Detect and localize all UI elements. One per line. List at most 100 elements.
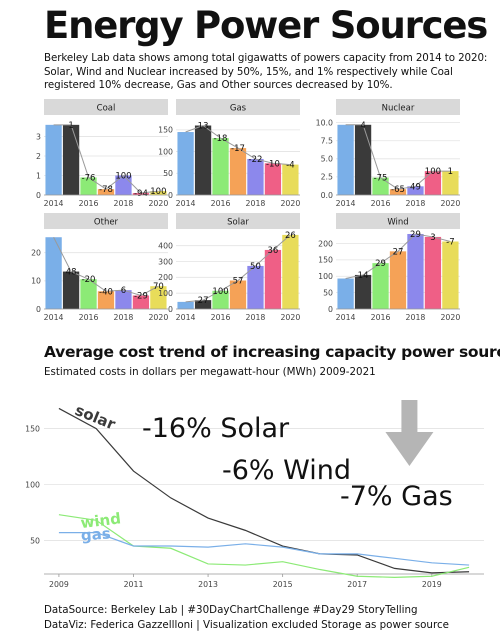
bar-2019 (264, 163, 282, 195)
y-tick-label: 3 (36, 132, 41, 141)
data-label: -29 (134, 291, 148, 301)
bar-2017 (229, 280, 247, 309)
y-tick-label: 300 (158, 257, 173, 266)
data-label: 36 (268, 246, 279, 256)
y-tick-label: 100 (158, 289, 173, 298)
bar-2016 (80, 177, 97, 195)
y-tick-label: 400 (158, 241, 173, 250)
bar-2018 (247, 158, 264, 195)
y-tick-label: 150 (318, 256, 333, 265)
trend-line (345, 124, 451, 190)
x-tick-label: 2018 (406, 199, 426, 208)
bar-2015 (354, 124, 372, 195)
data-label: -20 (82, 275, 96, 285)
x-tick-label: 2011 (124, 580, 144, 589)
y-tick-label: 50 (163, 169, 173, 178)
bar-2015 (194, 300, 212, 309)
data-label: 1 (448, 167, 453, 177)
y-tick-label: 100 (318, 272, 333, 281)
annotation-gas: -7% Gas (340, 481, 453, 512)
data-label: -40 (99, 287, 113, 297)
y-tick-label: 150 (158, 126, 173, 135)
y-tick-label: 200 (318, 239, 333, 248)
x-tick-label: 2014 (336, 199, 356, 208)
bar-2020 (442, 171, 459, 195)
line-chart-subtitle: Estimated costs in dollars per megawatt-… (44, 366, 376, 378)
x-tick-label: 2020 (280, 313, 300, 322)
bar-2018 (247, 265, 264, 309)
bar-2014 (45, 237, 62, 309)
bar-2019 (132, 193, 150, 195)
data-label: -78 (99, 185, 113, 195)
trend-line (53, 236, 159, 297)
bar-2020 (282, 164, 299, 195)
data-label: 3 (430, 233, 435, 243)
x-tick-label: 2018 (406, 313, 426, 322)
bar-2014 (337, 278, 354, 309)
bar-2016 (372, 263, 389, 309)
trend-line (185, 234, 291, 303)
bar-2020 (150, 286, 167, 309)
x-tick-label: 2020 (148, 199, 168, 208)
facet-strip (336, 213, 460, 229)
data-label: 1 (68, 121, 73, 131)
data-label: 14 (358, 271, 369, 281)
y-tick-label: 1 (36, 171, 41, 180)
y-tick-label: 0.0 (321, 191, 333, 200)
y-tick-label: 50 (323, 288, 333, 297)
bar-2016 (372, 177, 389, 195)
x-tick-label: 2018 (246, 313, 266, 322)
x-tick-label: 2014 (336, 313, 356, 322)
facet-title: Wind (387, 217, 408, 227)
data-label: 70 (153, 282, 164, 292)
page-subtitle: Berkeley Lab data shows among total giga… (44, 52, 488, 91)
series-label-wind: wind (80, 509, 122, 532)
x-tick-label: 2016 (79, 199, 99, 208)
bar-2014 (45, 124, 62, 195)
bar-2017 (389, 251, 407, 309)
bar-2015 (62, 124, 80, 195)
bar-2015 (62, 271, 80, 309)
x-tick-label: 2017 (347, 580, 367, 589)
trend-line (185, 124, 291, 166)
bar-2018 (115, 175, 132, 195)
bar-2017 (97, 189, 115, 195)
y-tick-label: 0 (36, 191, 41, 200)
facet-strip (336, 99, 460, 115)
facet-strip (176, 99, 300, 115)
bar-2014 (177, 132, 194, 195)
data-label: 100 (212, 287, 228, 297)
bar-2016 (80, 279, 97, 309)
x-tick-label: 2014 (176, 199, 196, 208)
x-tick-label: 2020 (148, 313, 168, 322)
x-tick-label: 2016 (211, 199, 231, 208)
facet-title: Solar (227, 217, 249, 227)
data-label: 6 (121, 286, 126, 296)
series-line-solar (58, 407, 470, 574)
x-tick-label: 2009 (49, 580, 69, 589)
data-label: 48 (66, 268, 77, 278)
data-label: 13 (198, 122, 209, 132)
x-tick-label: 2015 (273, 580, 293, 589)
x-tick-label: 2016 (79, 313, 99, 322)
y-tick-label: 100 (25, 481, 40, 490)
series-line-wind (58, 514, 470, 578)
data-label: -10 (266, 159, 280, 169)
bar-2014 (337, 124, 354, 195)
caption-source: DataSource: Berkeley Lab | #30DayChartCh… (44, 604, 418, 616)
bar-2019 (424, 236, 442, 309)
facet-strip (176, 213, 300, 229)
bar-2016 (212, 290, 229, 309)
data-label: 100 (150, 187, 166, 197)
x-tick-label: 2014 (176, 313, 196, 322)
data-label: -18 (214, 134, 228, 144)
data-label: -65 (391, 185, 405, 195)
x-tick-label: 2020 (280, 199, 300, 208)
data-label: 27 (198, 296, 209, 306)
data-label: 29 (375, 259, 386, 269)
facet-title: Nuclear (382, 103, 415, 113)
data-label: -75 (374, 174, 388, 184)
